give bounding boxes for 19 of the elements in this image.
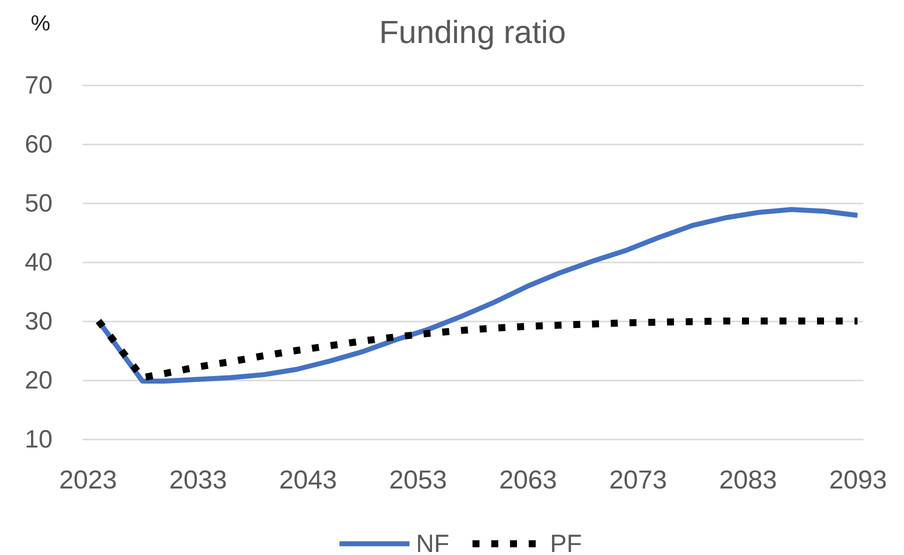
y-tick-label: 40 [24, 248, 52, 276]
y-tick-label: 60 [24, 130, 52, 158]
x-tick-label: 2073 [609, 464, 667, 494]
legend-label: PF [550, 530, 582, 555]
x-tick-label: 2023 [59, 464, 117, 494]
x-tick-label: 2033 [169, 464, 227, 494]
y-tick-label: 70 [24, 72, 52, 100]
x-tick-label: 2083 [719, 464, 777, 494]
y-tick-label: 10 [24, 426, 52, 454]
y-tick-label: 30 [24, 308, 52, 336]
chart-title: Funding ratio [379, 14, 566, 50]
legend-label: NF [416, 530, 450, 555]
y-tick-label: 50 [24, 190, 52, 218]
x-tick-label: 2053 [389, 464, 447, 494]
y-axis-title: % [30, 10, 50, 36]
x-tick-label: 2093 [829, 464, 887, 494]
x-tick-label: 2043 [279, 464, 337, 494]
x-tick-label: 2063 [499, 464, 557, 494]
y-tick-label: 20 [24, 366, 52, 394]
